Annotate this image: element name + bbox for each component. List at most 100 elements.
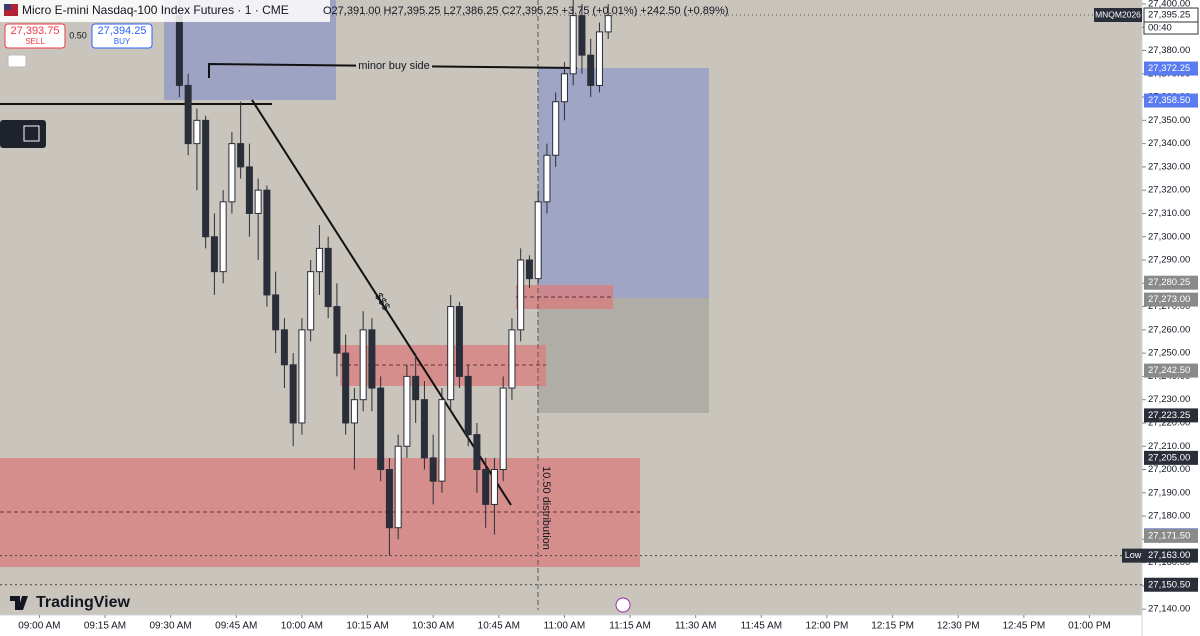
ticker-badge-bg	[1094, 8, 1142, 23]
candle-body	[447, 306, 455, 401]
candle-body	[569, 15, 577, 75]
price-badge-label: 27,242.50	[1148, 365, 1190, 376]
low-badge-bg	[1122, 548, 1144, 563]
y-tick-label: 27,140.00	[1148, 604, 1190, 615]
candle-body	[289, 364, 297, 424]
x-tick-label: 09:00 AM	[18, 621, 60, 632]
candle-body	[385, 469, 393, 529]
candle-body	[403, 375, 411, 447]
y-tick-label: 27,260.00	[1148, 324, 1190, 335]
candle-body	[525, 259, 533, 280]
x-tick-label: 10:30 AM	[412, 621, 454, 632]
annotation: minor buy side	[358, 60, 430, 72]
brand: TradingView	[36, 594, 131, 611]
zone	[538, 298, 709, 413]
candle-body	[394, 445, 402, 529]
zone	[538, 68, 709, 298]
candle-body	[587, 54, 595, 86]
candle-body	[254, 189, 262, 214]
candle-body	[412, 375, 420, 401]
x-tick-label: 12:45 PM	[1002, 621, 1045, 632]
price-badge-label: 27,205.00	[1148, 452, 1190, 463]
y-tick-label: 27,300.00	[1148, 231, 1190, 242]
flag-icon	[4, 4, 11, 10]
candle-body	[377, 387, 385, 471]
event-icon[interactable]	[615, 597, 631, 613]
candle-body	[482, 469, 490, 505]
price-badge-label: 27,223.25	[1148, 410, 1190, 421]
countdown: 00:40	[1148, 23, 1172, 34]
price-badge-label: 27,273.00	[1148, 294, 1190, 305]
sell-price: 27,393.75	[11, 25, 60, 37]
candle-body	[245, 166, 253, 214]
y-tick-label: 27,350.00	[1148, 115, 1190, 126]
y-tick-label: 27,330.00	[1148, 161, 1190, 172]
candle-body	[307, 271, 315, 331]
annotation: 10.50 distribution	[540, 466, 552, 550]
price-badge	[1144, 528, 1198, 543]
candle-body	[534, 201, 542, 280]
collapse-button[interactable]	[7, 54, 27, 68]
candle-body	[517, 259, 525, 331]
candle-body	[499, 387, 507, 471]
candles	[175, 0, 612, 556]
x-tick-label: 11:00 AM	[544, 621, 586, 632]
time-axis-bg	[0, 615, 1142, 636]
price-badge	[1144, 363, 1198, 378]
y-tick-label: 27,210.00	[1148, 441, 1190, 452]
x-tick-label: 11:30 AM	[675, 621, 717, 632]
candle-body	[263, 189, 271, 296]
x-tick-label: 10:45 AM	[478, 621, 520, 632]
candle-body	[298, 329, 306, 424]
price-badge-label: 27,372.25	[1148, 63, 1190, 74]
candle-body	[473, 434, 481, 471]
candle-body	[237, 143, 245, 168]
candle-body	[508, 329, 516, 389]
candle-body	[604, 15, 612, 33]
price-badge-label: 27,163.00	[1148, 550, 1190, 561]
candle-body	[543, 154, 551, 203]
price-badge	[1144, 292, 1198, 307]
candle-body	[438, 399, 446, 482]
y-tick-label: 27,220.00	[1148, 417, 1190, 428]
buy-label: BUY	[114, 37, 131, 46]
candle-body	[184, 84, 192, 145]
candle-body	[464, 375, 472, 436]
price-badge	[1144, 275, 1198, 290]
price-badge	[1144, 450, 1198, 465]
candle-body	[175, 15, 183, 86]
price-badge-label: 27,171.50	[1148, 530, 1190, 541]
header-bg	[0, 0, 330, 22]
x-tick-label: 10:00 AM	[281, 621, 323, 632]
price-badge	[1144, 61, 1198, 76]
candle-body	[228, 143, 236, 203]
y-tick-label: 27,340.00	[1148, 138, 1190, 149]
drawings	[0, 0, 709, 610]
tool-icon	[23, 125, 40, 142]
candle-body	[324, 247, 332, 308]
candle-body	[350, 399, 358, 424]
candle-body	[315, 247, 323, 273]
y-tick-label: 27,320.00	[1148, 185, 1190, 196]
candle-body	[560, 73, 568, 103]
sell-button[interactable]	[4, 23, 66, 49]
candle-body	[210, 236, 218, 273]
ohlc-readout: O27,391.00 H27,395.25 L27,386.25 C27,395…	[323, 5, 728, 17]
price-badge-label: 27,280.25	[1148, 277, 1190, 288]
x-tick-label: 09:30 AM	[150, 621, 192, 632]
countdown-bg	[1143, 21, 1199, 35]
candle-body	[429, 457, 437, 482]
price-badge	[1144, 548, 1198, 563]
y-tick-label: 27,190.00	[1148, 487, 1190, 498]
x-tick-label: 09:15 AM	[84, 621, 126, 632]
candle-body	[552, 101, 560, 156]
label-bg	[356, 58, 432, 74]
candle-body	[342, 352, 350, 424]
price-badge-label: 27,395.25	[1148, 10, 1190, 21]
candle-body	[420, 399, 428, 459]
buy-button[interactable]	[91, 23, 153, 49]
low-badge: Low	[1125, 550, 1142, 560]
candle-body	[578, 15, 586, 56]
